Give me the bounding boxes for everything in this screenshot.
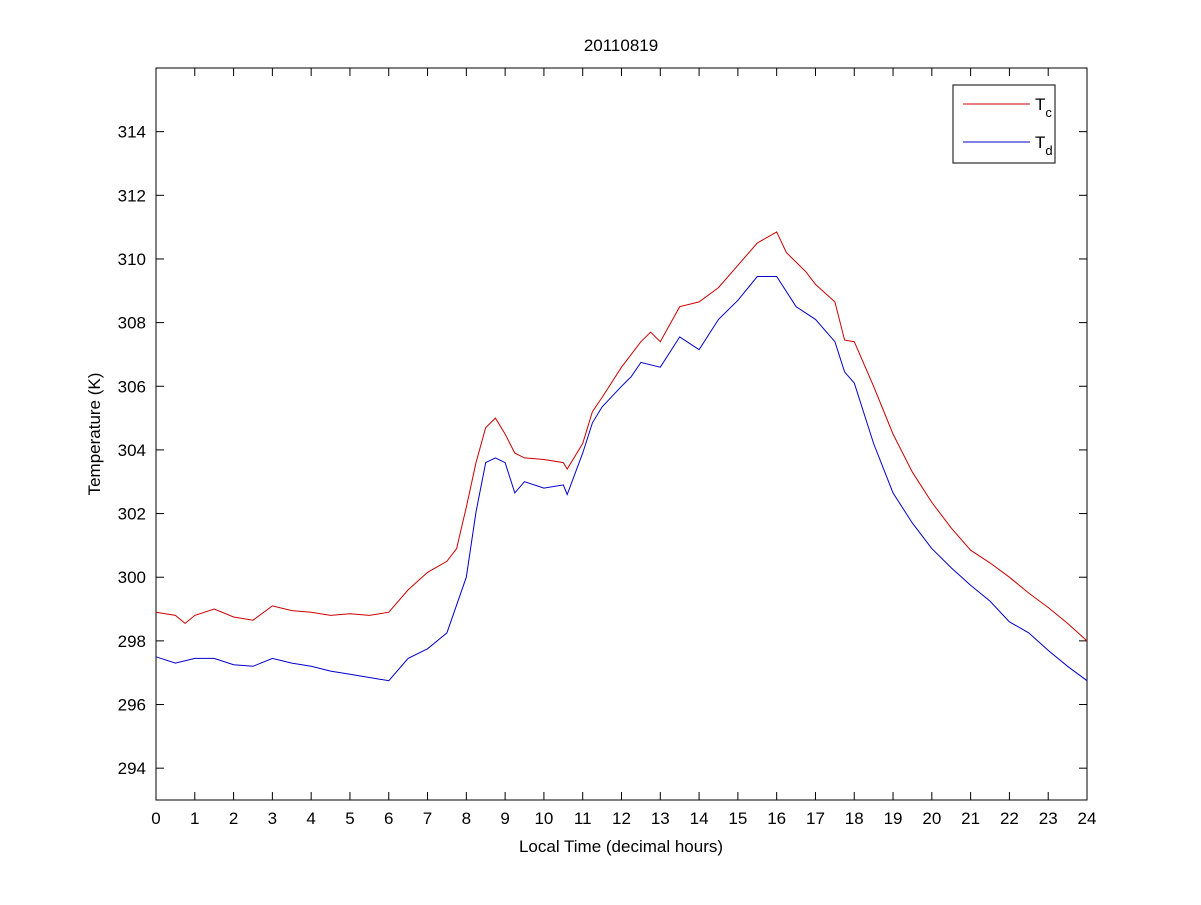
x-tick-label: 4	[306, 809, 315, 828]
legend-label-tc: Tc	[1035, 95, 1052, 120]
x-tick-label: 22	[1000, 809, 1019, 828]
x-tick-label: 15	[728, 809, 747, 828]
x-tick-label: 5	[345, 809, 354, 828]
x-tick-label: 23	[1039, 809, 1058, 828]
series-line-td	[155, 276, 1088, 682]
x-tick-label: 11	[574, 809, 592, 828]
legend-box	[952, 84, 1056, 164]
x-tick-label: 9	[500, 809, 509, 828]
y-tick-label: 294	[118, 759, 146, 778]
x-tick-label: 10	[534, 809, 553, 828]
x-tick-label: 17	[806, 809, 825, 828]
y-axis-label: Temperature (K)	[85, 373, 104, 496]
x-tick-label: 12	[612, 809, 631, 828]
x-tick-label: 18	[845, 809, 864, 828]
x-tick-label: 16	[767, 809, 786, 828]
legend: Tc Td	[952, 84, 1056, 164]
x-tick-label: 7	[423, 809, 432, 828]
x-tick-label: 8	[462, 809, 471, 828]
x-tick-label: 21	[961, 809, 980, 828]
y-tick-label: 300	[118, 568, 146, 587]
y-tick-label: 310	[118, 250, 146, 269]
y-tick-label: 314	[118, 123, 146, 142]
x-tick-label: 13	[651, 809, 670, 828]
y-tick-label: 298	[118, 632, 146, 651]
x-tick-label: 19	[884, 809, 903, 828]
x-tick-label: 3	[268, 809, 277, 828]
plot-area	[155, 67, 1088, 801]
x-tick-label: 24	[1078, 809, 1097, 828]
x-tick-label: 2	[229, 809, 238, 828]
x-tick-label: 1	[190, 809, 199, 828]
x-tick-label: 6	[384, 809, 393, 828]
series-line-tc	[155, 231, 1088, 642]
x-axis-label: Local Time (decimal hours)	[519, 837, 723, 856]
y-tick-label: 304	[118, 441, 146, 460]
y-tick-label: 308	[118, 314, 146, 333]
y-tick-label: 296	[118, 696, 146, 715]
x-tick-label: 20	[922, 809, 941, 828]
x-tick-label: 14	[690, 809, 709, 828]
y-tick-label: 302	[118, 505, 146, 524]
legend-label-td: Td	[1035, 133, 1053, 158]
chart-title: 20110819	[584, 36, 658, 55]
y-tick-label: 312	[118, 186, 146, 205]
y-tick-label: 306	[118, 377, 146, 396]
x-tick-label: 0	[151, 809, 160, 828]
